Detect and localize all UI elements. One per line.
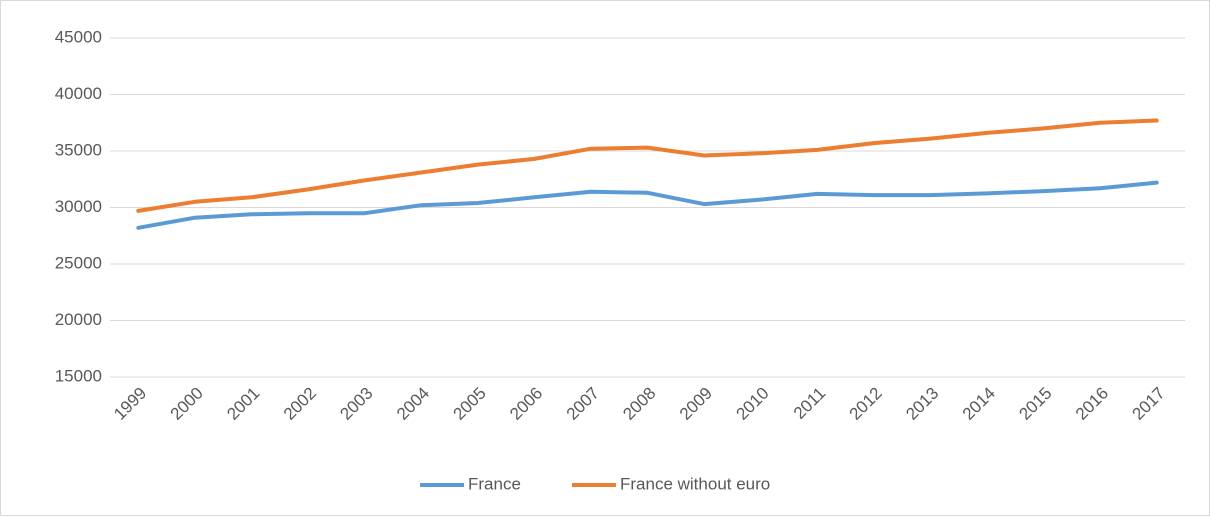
legend-label: France [468,474,521,493]
y-tick-label: 20000 [55,310,102,329]
y-tick-label: 30000 [55,197,102,216]
series-line [136,180,1159,230]
y-tick-label: 35000 [55,140,102,159]
series-line [136,118,1159,213]
y-tick-label: 25000 [55,253,102,272]
y-tick-label: 15000 [55,366,102,385]
legend-label: France without euro [620,474,770,493]
y-tick-label: 45000 [55,27,102,46]
y-tick-label: 40000 [55,84,102,103]
